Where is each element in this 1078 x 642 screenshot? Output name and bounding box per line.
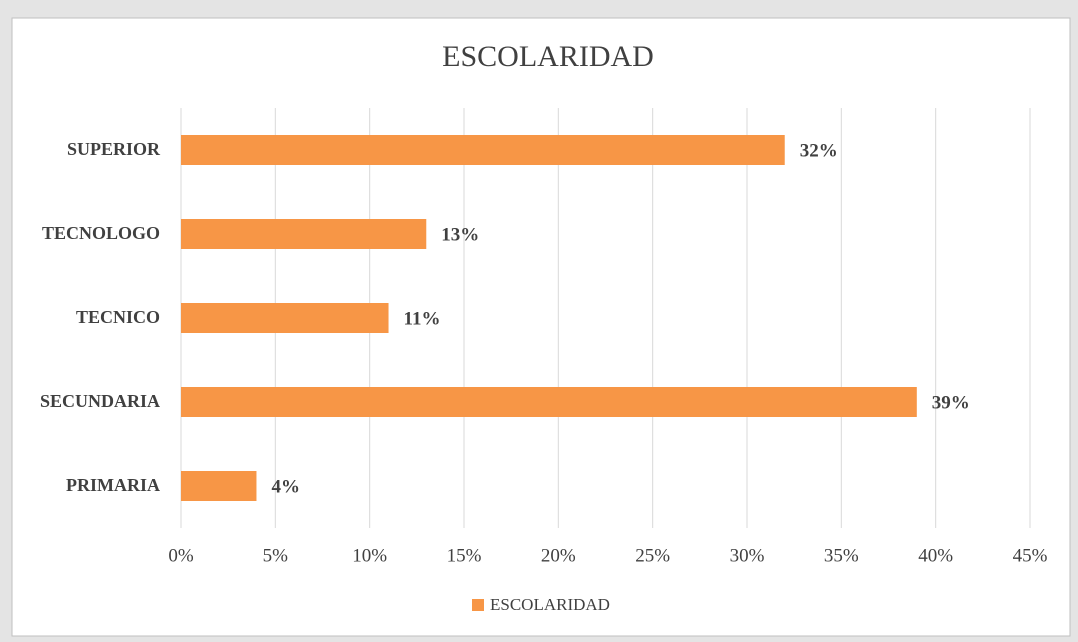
x-tick-label: 40% — [918, 545, 953, 566]
legend-swatch — [472, 599, 484, 611]
bar — [181, 135, 785, 165]
x-tick-label: 0% — [168, 545, 194, 566]
legend-label: ESCOLARIDAD — [490, 595, 610, 614]
y-tick-label: SUPERIOR — [67, 139, 161, 159]
x-tick-label: 45% — [1013, 545, 1048, 566]
data-label: 13% — [441, 224, 479, 245]
x-tick-label: 20% — [541, 545, 576, 566]
y-tick-label: TECNICO — [76, 307, 160, 327]
x-tick-label: 35% — [824, 545, 859, 566]
chart-title: ESCOLARIDAD — [442, 40, 654, 73]
data-label: 11% — [404, 308, 441, 329]
bar — [181, 303, 389, 333]
y-tick-label: TECNOLOGO — [42, 223, 160, 243]
x-tick-label: 15% — [447, 545, 482, 566]
data-label: 39% — [932, 392, 970, 413]
y-tick-label: PRIMARIA — [66, 475, 160, 495]
chart-area — [11, 17, 1071, 637]
bar — [181, 387, 917, 417]
y-tick-label: SECUNDARIA — [40, 391, 160, 411]
data-label: 4% — [271, 476, 300, 497]
x-tick-label: 10% — [352, 545, 387, 566]
x-tick-label: 25% — [635, 545, 670, 566]
data-label: 32% — [800, 140, 838, 161]
x-tick-label: 5% — [263, 545, 289, 566]
bar — [181, 219, 427, 249]
x-tick-label: 30% — [730, 545, 765, 566]
bar — [181, 471, 257, 501]
